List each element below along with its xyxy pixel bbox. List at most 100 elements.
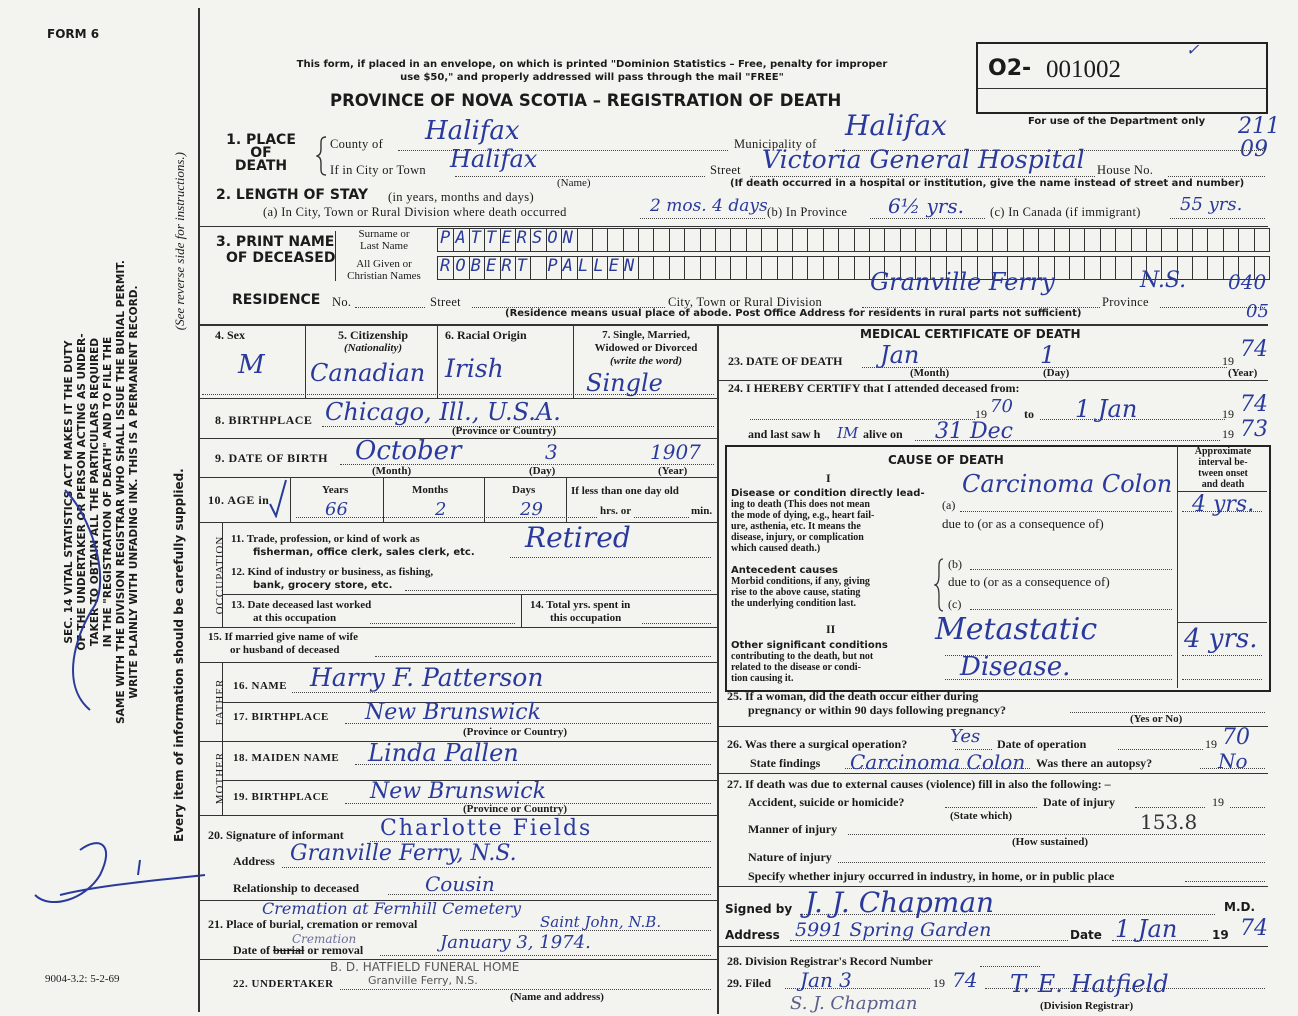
autopsy-label: Was there an autopsy? [1036, 756, 1153, 770]
label-line: the underlying condition last. [731, 598, 857, 609]
grid-cell [945, 257, 947, 279]
given-names-grid[interactable] [437, 256, 1270, 280]
form-code: 9004-3.2: 5-2-69 [45, 973, 120, 985]
grid-cell [576, 257, 578, 279]
grid-cell [822, 229, 824, 251]
grid-cell [684, 257, 686, 279]
grid-cell [853, 229, 855, 251]
trade-value: Retired [525, 521, 631, 554]
street-label: Street [710, 163, 741, 177]
hospital-note: (If death occurred in a hospital or inst… [730, 178, 1245, 189]
industry-label: 12. Kind of industry or business, as fis… [231, 566, 433, 592]
injury-date-label: Date of injury [1043, 795, 1115, 809]
mother-birthplace-value: New Brunswick [370, 779, 546, 804]
record-number: 001002 [1046, 56, 1121, 83]
century-label: 19 [1212, 795, 1224, 809]
grid-cell [1115, 257, 1117, 279]
century-label: 19 [1222, 354, 1234, 368]
grid-cell [730, 257, 732, 279]
given-names-value: ROBERT PALLEN [440, 256, 640, 276]
see-reverse-note: (See reverse side for instructions.) [172, 152, 187, 331]
record-number-label: 28. Division Registrar's Record Number [727, 954, 933, 968]
grid-cell [915, 229, 917, 251]
last-worked-label: 13. Date deceased last worked at this oc… [231, 599, 371, 625]
grid-cell [668, 229, 670, 251]
undertaker-stamp-address: Granville Ferry, N.S. [368, 974, 478, 987]
state-which-caption: (State which) [950, 810, 1013, 822]
relationship-label: Relationship to deceased [233, 881, 359, 895]
attended-to-date: 1 Jan [1075, 395, 1138, 423]
alive-on-label: alive on [863, 427, 903, 441]
label-line: or husband of deceased [230, 644, 340, 656]
stay-canada-label: (c) In Canada (if immigrant) [990, 205, 1141, 219]
physician-address-value: 5991 Spring Garden [795, 919, 992, 941]
dob-day-value: 3 [545, 440, 558, 464]
label-line: 7. Single, Married, [602, 329, 690, 341]
residence-label: RESIDENCE [232, 292, 321, 308]
municipality-label: Municipality of [734, 137, 817, 151]
stay-city-value: 2 mos. 4 days [650, 196, 768, 216]
notice-line: use $50," and properly addressed will pa… [400, 72, 784, 83]
days-label: Days [512, 484, 536, 496]
grid-cell [1130, 229, 1132, 251]
months-label: Months [412, 484, 449, 496]
other-interval: 4 yrs. [1184, 624, 1258, 654]
county-value: Halifax [425, 116, 520, 146]
grid-cell [715, 229, 716, 251]
grid-cell [1176, 229, 1178, 251]
grid-cell [514, 257, 516, 279]
part-one-label: I [826, 471, 831, 485]
label-line: Other significant conditions [731, 640, 888, 651]
informant-address-label: Address [233, 854, 275, 868]
accident-label: Accident, suicide or homicide? [748, 795, 905, 809]
century-label: 19 [1222, 407, 1234, 421]
label-line: DEATH [234, 158, 288, 174]
grid-cell [684, 229, 686, 251]
month-caption: (Month) [372, 465, 412, 477]
grid-cell [468, 229, 470, 251]
surname-grid[interactable] [437, 228, 1270, 252]
grid-cell [992, 257, 993, 279]
page-title: PROVINCE OF NOVA SCOTIA – REGISTRATION O… [330, 91, 842, 110]
md-label: M.D. [1224, 900, 1256, 914]
place-of-death-label: 1. PLACE OF DEATH [216, 132, 306, 174]
burial-date-value: January 3, 1974. [440, 932, 591, 953]
last-saw-date: 31 Dec [935, 419, 1013, 444]
grid-cell [484, 229, 486, 251]
label-part: Date of [233, 943, 273, 957]
place-code-2: 09 [1240, 137, 1268, 162]
grid-cell [868, 257, 870, 279]
label-line: tween onset [1198, 468, 1248, 479]
grid-cell [930, 229, 932, 251]
sex-value: M [238, 350, 265, 380]
cause-b-label: (b) [948, 557, 962, 571]
label-line: 1. PLACE [226, 132, 296, 148]
cause-of-death-title: CAUSE OF DEATH [888, 453, 1004, 467]
grid-cell [1238, 257, 1240, 279]
grid-cell [976, 229, 978, 251]
grid-cell [545, 257, 547, 279]
length-of-stay-label: 2. LENGTH OF STAY [216, 187, 369, 203]
check-mark-icon [269, 479, 287, 518]
margin-divider [198, 8, 200, 1012]
grid-cell [1084, 257, 1086, 279]
grid-cell [591, 257, 593, 279]
antecedent-label: Antecedent causes Morbid conditions, if … [731, 565, 927, 609]
due-to-label: due to (or as a consequence of) [942, 516, 1104, 531]
age-label: 10. AGE in [208, 493, 270, 507]
grid-cell [607, 257, 609, 279]
total-years-label: 14. Total yrs. spent in this occupation [530, 599, 630, 625]
external-causes-label: 27. If death was due to external causes … [727, 777, 1111, 791]
grid-cell [668, 257, 670, 279]
mother-birthplace-caption: (Province or Country) [463, 803, 568, 815]
grid-cell [1207, 229, 1209, 251]
residence-province-value: N.S. [1140, 268, 1187, 293]
century-label: 19 [933, 976, 945, 990]
burial-date-label: Date of burial or removal [233, 943, 363, 958]
residence-street-label: Street [430, 295, 461, 309]
grid-cell [653, 257, 655, 279]
mother-name-label: 18. MAIDEN NAME [233, 752, 340, 764]
brace-icon [934, 558, 944, 612]
grid-cell [884, 229, 886, 251]
grid-cell [1176, 257, 1178, 279]
